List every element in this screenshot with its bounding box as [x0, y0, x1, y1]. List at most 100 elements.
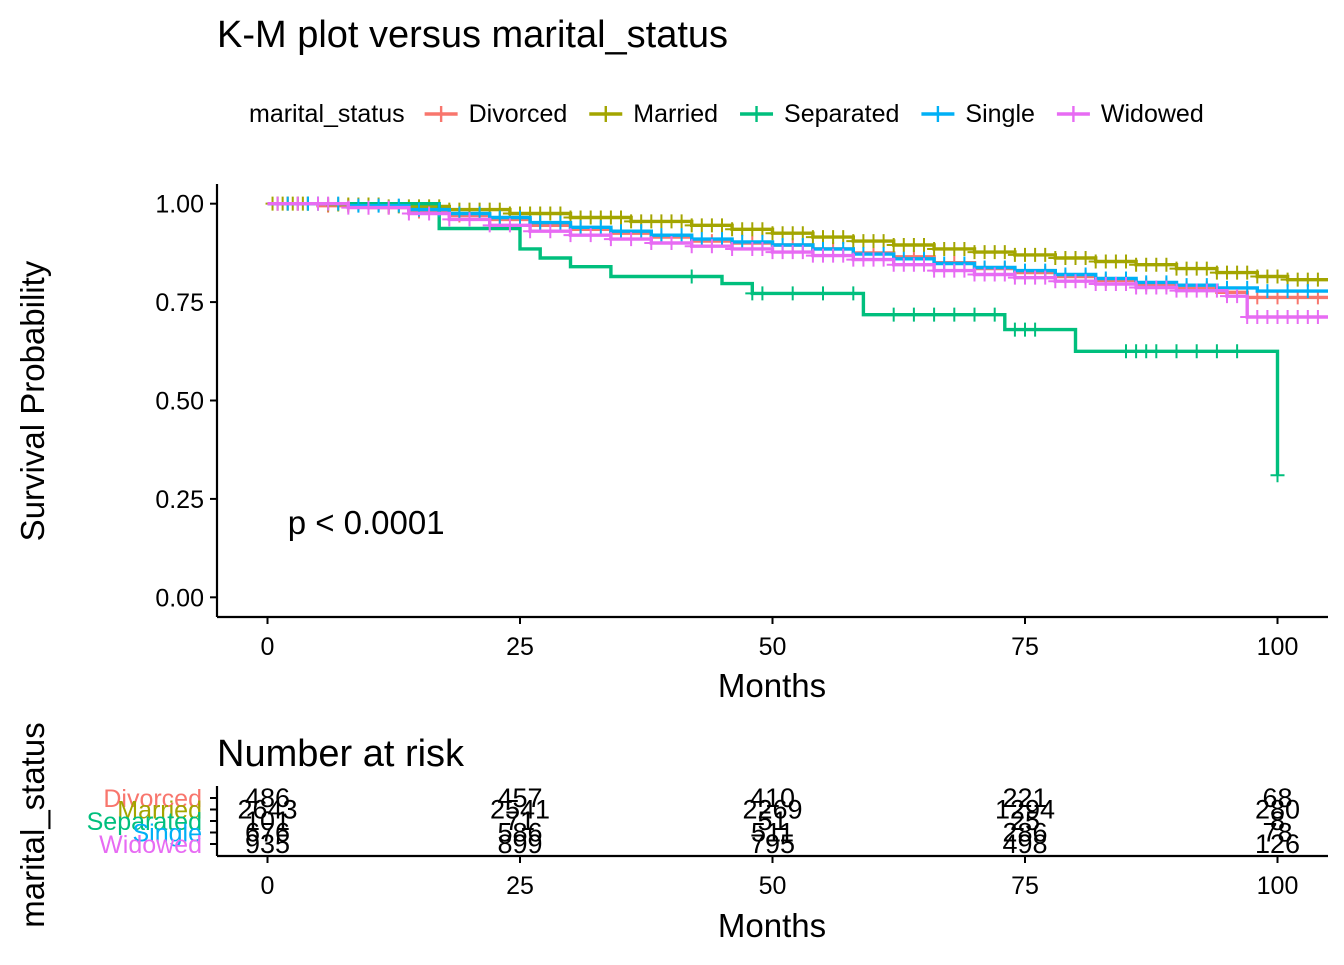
censor-mark: [482, 218, 497, 233]
risk-value: 1294: [995, 795, 1055, 825]
censor-mark: [381, 200, 396, 215]
risk-x-tick-label: 50: [759, 872, 787, 900]
series-widowed: [267, 196, 1328, 325]
censor-mark: [644, 236, 659, 251]
censor-mark: [795, 226, 810, 241]
censor-mark: [997, 267, 1012, 282]
censor-mark: [321, 196, 336, 211]
censor-mark: [290, 196, 305, 211]
censor-mark: [502, 218, 517, 233]
censor-mark: [361, 200, 376, 215]
legend-label-separated: Separated: [784, 100, 899, 128]
censor-mark: [715, 218, 729, 233]
censor-mark: [533, 215, 548, 230]
risk-row-label-single: Single: [133, 820, 203, 848]
censor-mark: [614, 224, 628, 239]
risk-value: 2541: [490, 795, 550, 825]
risk-row-label-married: Married: [117, 797, 202, 825]
censor-mark: [1159, 257, 1174, 272]
y-tick-label: 1.00: [155, 191, 204, 219]
censor-mark: [957, 263, 972, 278]
x-tick-label: 75: [1011, 633, 1039, 661]
censor-mark: [664, 236, 679, 251]
censor-mark: [513, 210, 527, 225]
censor-mark: [442, 212, 457, 227]
y-tick-label: 0.00: [155, 584, 204, 612]
censor-mark: [351, 198, 366, 213]
censor-mark: [1149, 344, 1164, 359]
risk-x-tick-label: 75: [1011, 872, 1039, 900]
censor-mark: [1260, 284, 1275, 299]
censor-mark: [634, 224, 649, 239]
censor-mark: [523, 224, 538, 239]
risk-value: 498: [1002, 829, 1047, 859]
censor-mark: [1310, 310, 1325, 325]
risk-value: 2269: [742, 795, 802, 825]
censor-mark: [1119, 254, 1133, 269]
censor-mark: [583, 228, 598, 243]
censor-mark: [422, 206, 437, 221]
censor-mark: [997, 245, 1012, 260]
censor-mark: [755, 222, 770, 237]
censor-mark: [492, 210, 507, 225]
censor-mark: [1280, 284, 1295, 299]
risk-table: Number at risk Months marital_status Div…: [14, 722, 1328, 944]
censor-mark: [593, 220, 608, 235]
risk-value: 8: [1270, 806, 1285, 836]
censor-mark: [816, 286, 830, 301]
legend-label-married: Married: [633, 100, 718, 128]
censor-mark: [401, 206, 416, 221]
censor-mark: [836, 248, 851, 263]
risk-value: 935: [245, 829, 290, 859]
legend-title: marital_status: [249, 100, 405, 128]
censor-mark: [573, 220, 588, 235]
censor-mark: [846, 286, 861, 301]
censor-mark: [1189, 344, 1204, 359]
censor-mark: [1038, 247, 1053, 262]
x-axis-label: Months: [718, 667, 826, 704]
censor-mark: [725, 241, 740, 256]
risk-row-label-divorced: Divorced: [103, 785, 202, 813]
survival-plot: p < 0.0001 Months Survival Probability 0…: [14, 184, 1328, 704]
censor-mark: [1119, 276, 1133, 291]
censor-mark: [755, 241, 770, 256]
chart-title: K-M plot versus marital_status: [217, 14, 728, 56]
censor-mark: [967, 307, 982, 322]
risk-value: 280: [1255, 795, 1300, 825]
censor-mark: [1078, 274, 1093, 289]
censor-mark: [1230, 344, 1245, 359]
risk-x-axis-label: Months: [718, 907, 826, 944]
censor-mark: [876, 234, 891, 249]
legend-label-divorced: Divorced: [469, 100, 568, 128]
censor-mark: [987, 307, 1002, 322]
x-tick-label: 0: [261, 633, 275, 661]
censor-mark: [1270, 468, 1285, 483]
censor-mark: [735, 234, 750, 249]
censor-mark: [624, 232, 639, 247]
censor-mark: [1169, 344, 1184, 359]
risk-value: 51: [757, 806, 787, 836]
censor-mark: [1078, 251, 1093, 266]
censor-mark: [1038, 270, 1053, 285]
risk-x-tick-label: 0: [261, 872, 275, 900]
risk-value: 25: [1010, 806, 1040, 836]
censor-mark: [341, 200, 356, 215]
y-tick-label: 0.25: [155, 486, 204, 514]
risk-value: 457: [497, 783, 542, 813]
censor-mark: [684, 239, 699, 254]
censor-mark: [1270, 269, 1285, 284]
risk-value: 899: [497, 829, 542, 859]
censor-mark: [1240, 265, 1255, 280]
censor-mark: [1159, 280, 1174, 295]
risk-value: 68: [1262, 783, 1292, 813]
censor-mark: [391, 198, 406, 213]
censor-mark: [563, 228, 578, 243]
x-tick-label: 25: [506, 633, 534, 661]
risk-row-label-widowed: Widowed: [99, 831, 202, 859]
legend-label-widowed: Widowed: [1101, 100, 1204, 128]
censor-mark: [917, 238, 931, 253]
censor-mark: [795, 245, 810, 260]
risk-value: 2643: [237, 795, 297, 825]
